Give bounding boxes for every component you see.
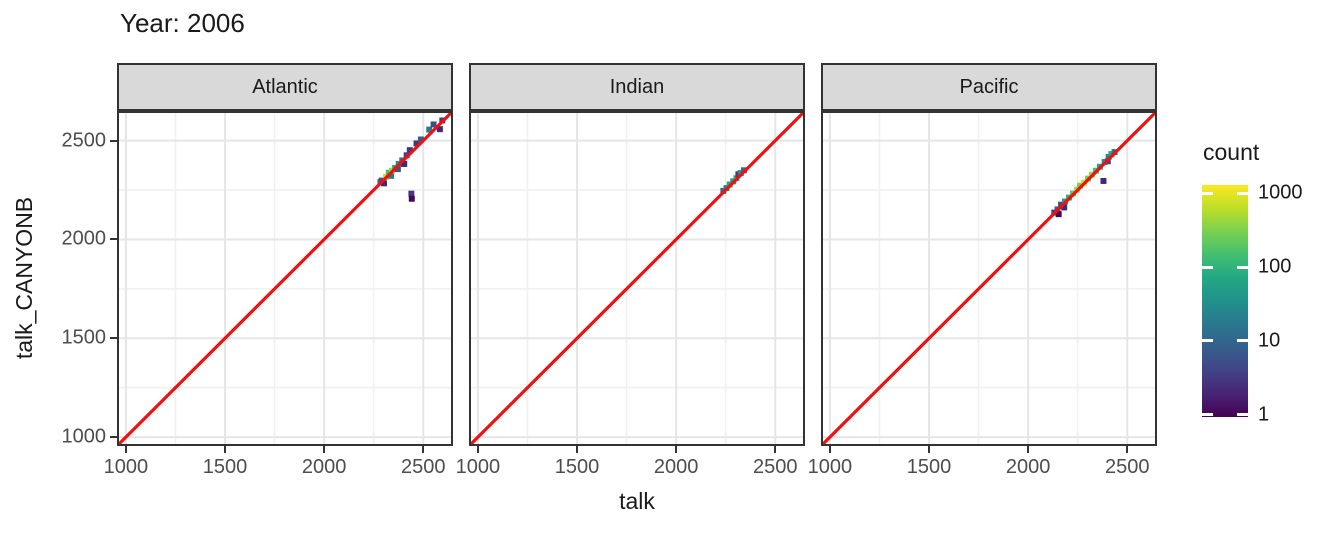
legend-tick-mark bbox=[1202, 413, 1213, 417]
bin2d-tile bbox=[394, 166, 401, 173]
x-tick-mark bbox=[224, 446, 227, 453]
bin2d-tile bbox=[1055, 211, 1062, 218]
facet-strip-label: Pacific bbox=[959, 75, 1019, 98]
legend-tick-mark bbox=[1202, 265, 1213, 269]
y-tick-label: 1000 bbox=[61, 425, 107, 448]
bin2d-tile bbox=[417, 136, 424, 143]
panel-pacific bbox=[821, 111, 1157, 446]
y-tick-label: 2000 bbox=[61, 227, 107, 250]
bin2d-tile bbox=[388, 172, 395, 179]
legend-title: count bbox=[1203, 139, 1260, 165]
x-tick-mark bbox=[422, 446, 425, 453]
x-tick-label: 2000 bbox=[301, 456, 347, 478]
x-tick-mark bbox=[828, 446, 831, 453]
x-tick-mark bbox=[1126, 446, 1129, 453]
x-tick-label: 2000 bbox=[653, 456, 699, 478]
panel-indian-canvas bbox=[469, 111, 805, 446]
y-tick-mark bbox=[110, 238, 117, 241]
bin2d-tile bbox=[408, 195, 415, 202]
identity-reference-line bbox=[117, 111, 453, 446]
legend-tick-label: 1000 bbox=[1258, 181, 1303, 204]
bin2d-tile bbox=[1100, 177, 1107, 184]
panel-atlantic-canvas bbox=[117, 111, 453, 446]
x-tick-mark bbox=[476, 446, 479, 453]
x-tick-label: 2500 bbox=[401, 456, 446, 478]
x-axis-title: talk bbox=[619, 488, 655, 514]
facet-strip-pacific: Pacific bbox=[821, 63, 1157, 111]
identity-reference-line bbox=[469, 111, 805, 446]
x-tick-label: 1000 bbox=[807, 456, 853, 478]
x-tick-label: 2000 bbox=[1005, 456, 1051, 478]
plot-title: Year: 2006 bbox=[120, 8, 245, 38]
legend-colorbar bbox=[1202, 185, 1248, 417]
identity-reference-line bbox=[821, 111, 1157, 446]
bin2d-tile bbox=[406, 147, 413, 154]
x-tick-label: 1500 bbox=[554, 456, 600, 478]
bin2d-tile bbox=[408, 190, 415, 197]
legend-tick-mark bbox=[1202, 191, 1213, 195]
bin2d-tile bbox=[436, 126, 443, 133]
x-tick-mark bbox=[323, 446, 326, 453]
x-tick-label: 1000 bbox=[103, 456, 149, 478]
y-tick-label: 2500 bbox=[61, 129, 107, 152]
x-tick-mark bbox=[928, 446, 931, 453]
bin2d-tile bbox=[385, 169, 392, 176]
bin2d-tile bbox=[426, 126, 433, 133]
x-tick-mark bbox=[774, 446, 777, 453]
y-tick-mark bbox=[110, 139, 117, 142]
x-tick-label: 2500 bbox=[753, 456, 798, 478]
legend-tick-label: 100 bbox=[1258, 255, 1292, 278]
x-tick-label: 2500 bbox=[1105, 456, 1150, 478]
legend-tick-mark bbox=[1237, 413, 1248, 417]
facet-strip-label: Indian bbox=[609, 75, 665, 98]
legend-tick-mark bbox=[1237, 339, 1248, 343]
facet-strip-label: Atlantic bbox=[252, 75, 318, 98]
x-tick-label: 1500 bbox=[906, 456, 952, 478]
panel-atlantic bbox=[117, 111, 453, 446]
legend-tick-mark bbox=[1237, 191, 1248, 195]
facet-strip-atlantic: Atlantic bbox=[117, 63, 453, 111]
x-tick-label: 1000 bbox=[455, 456, 501, 478]
x-tick-mark bbox=[675, 446, 678, 453]
bin2d-tile bbox=[1061, 204, 1068, 211]
legend-tick-mark bbox=[1237, 265, 1248, 269]
y-tick-label: 1500 bbox=[61, 326, 107, 349]
legend-tick-label: 1 bbox=[1258, 403, 1270, 426]
y-tick-mark bbox=[110, 337, 117, 340]
bin2d-tile bbox=[413, 140, 420, 147]
legend-tick-label: 10 bbox=[1258, 329, 1281, 352]
x-tick-mark bbox=[124, 446, 127, 453]
bin2d-tile bbox=[381, 180, 387, 187]
bin2d-tile bbox=[430, 121, 437, 128]
bin2d-tile bbox=[401, 160, 408, 167]
panel-pacific-canvas bbox=[821, 111, 1157, 446]
legend-tick-mark bbox=[1202, 339, 1213, 343]
x-tick-mark bbox=[576, 446, 579, 453]
bin2d-tile bbox=[1108, 151, 1115, 158]
y-tick-mark bbox=[110, 436, 117, 439]
panel-indian bbox=[469, 111, 805, 446]
x-tick-mark bbox=[1027, 446, 1030, 453]
x-tick-label: 1500 bbox=[202, 456, 248, 478]
facet-strip-indian: Indian bbox=[469, 63, 805, 111]
